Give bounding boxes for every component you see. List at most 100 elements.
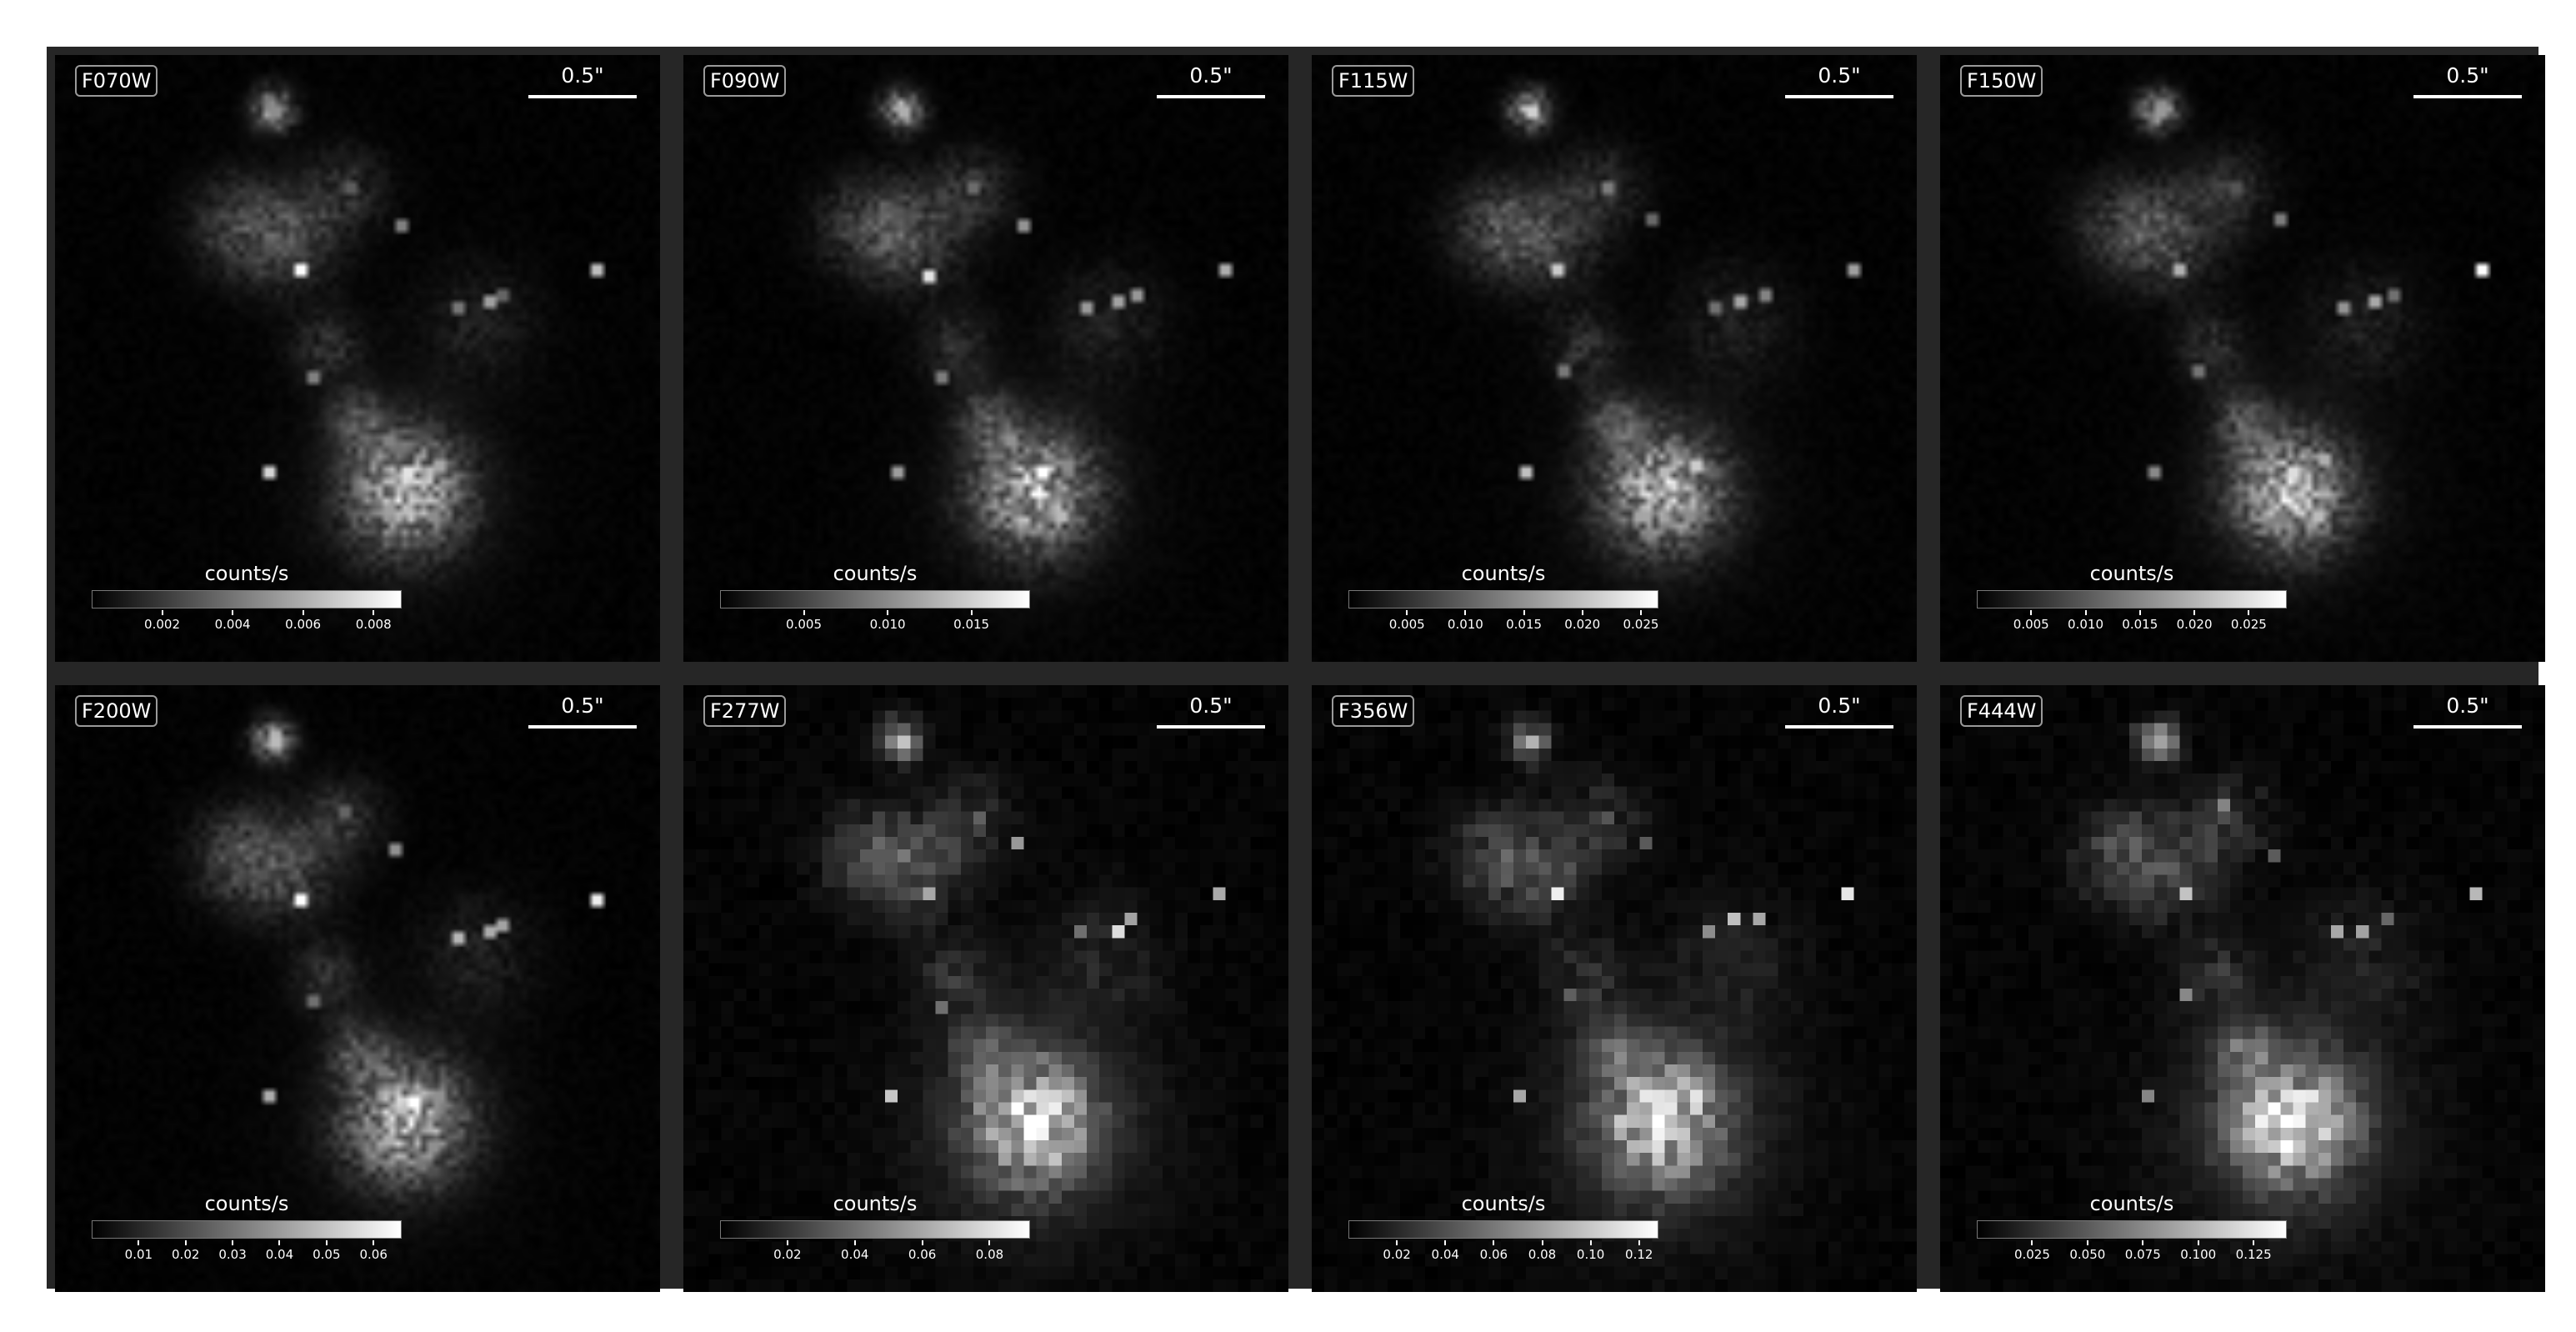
colorbar-label: counts/s bbox=[204, 1192, 289, 1215]
colorbar-gradient bbox=[92, 590, 402, 608]
colorbar-tick-label: 0.08 bbox=[1528, 1247, 1557, 1262]
colorbar-tick bbox=[373, 610, 375, 615]
image-grid: F070W 0.5" counts/s 0.002 0.004 0.006 0.008 F09… bbox=[47, 47, 2545, 1292]
colorbar-tick-label: 0.025 bbox=[1623, 617, 1659, 632]
colorbar-tick-label: 0.06 bbox=[908, 1247, 937, 1262]
colorbar-tick-label: 0.004 bbox=[214, 617, 251, 632]
colorbar-tick-label: 0.050 bbox=[2069, 1247, 2106, 1262]
scale-bar: 0.5" bbox=[1785, 694, 1893, 729]
colorbar-tick-label: 0.02 bbox=[1383, 1247, 1411, 1262]
colorbar-tick-label: 0.015 bbox=[2122, 617, 2158, 632]
scale-bar-label: 0.5" bbox=[561, 63, 604, 88]
colorbar-tick-label: 0.010 bbox=[2068, 617, 2103, 632]
scale-bar-label: 0.5" bbox=[1818, 694, 1861, 718]
colorbar-tick bbox=[2197, 1240, 2199, 1245]
colorbar-tick bbox=[232, 1240, 234, 1245]
scale-bar: 0.5" bbox=[528, 694, 637, 729]
image-panel-f277w: F277W 0.5" counts/s 0.02 0.04 0.06 0.08 bbox=[683, 685, 1288, 1292]
scale-bar-line bbox=[1157, 725, 1265, 729]
colorbar-tick bbox=[853, 1240, 856, 1245]
filter-label: F200W bbox=[75, 695, 158, 727]
colorbar-gradient bbox=[92, 1220, 402, 1239]
colorbar-tick bbox=[2193, 610, 2196, 615]
colorbar-tick bbox=[373, 1240, 375, 1245]
colorbar-tick bbox=[2142, 1240, 2144, 1245]
image-panel-f150w: F150W 0.5" counts/s 0.005 0.010 0.015 0.020 0.0… bbox=[1940, 55, 2545, 662]
colorbar-tick-label: 0.04 bbox=[1431, 1247, 1459, 1262]
colorbar-tick bbox=[2253, 1240, 2255, 1245]
colorbar-tick bbox=[2138, 610, 2141, 615]
colorbar-tick-label: 0.025 bbox=[2013, 1247, 2050, 1262]
filter-label: F070W bbox=[75, 65, 158, 97]
scale-bar: 0.5" bbox=[1157, 694, 1265, 729]
colorbar-tick-label: 0.020 bbox=[1564, 617, 1601, 632]
image-panel-f115w: F115W 0.5" counts/s 0.005 0.010 0.015 0.020 0.0… bbox=[1312, 55, 1917, 662]
image-panel-f070w: F070W 0.5" counts/s 0.002 0.004 0.006 0.008 bbox=[55, 55, 660, 662]
scale-bar-label: 0.5" bbox=[2446, 694, 2489, 718]
colorbar-tick-label: 0.02 bbox=[773, 1247, 802, 1262]
sky-image bbox=[683, 55, 1288, 662]
colorbar-tick bbox=[2030, 610, 2033, 615]
sky-image bbox=[55, 685, 660, 1292]
scale-bar-label: 0.5" bbox=[2446, 63, 2489, 88]
scale-bar-line bbox=[1785, 725, 1893, 729]
sky-image bbox=[55, 55, 660, 662]
scale-bar: 0.5" bbox=[2413, 63, 2522, 98]
colorbar-gradient bbox=[1977, 1220, 2287, 1239]
colorbar-gradient bbox=[1348, 1220, 1658, 1239]
colorbar-tick bbox=[302, 610, 304, 615]
colorbar-tick bbox=[988, 1240, 991, 1245]
colorbar-gradient bbox=[720, 1220, 1030, 1239]
colorbar-tick bbox=[1523, 610, 1525, 615]
colorbar-tick-label: 0.06 bbox=[1479, 1247, 1508, 1262]
scale-bar-label: 0.5" bbox=[1189, 694, 1233, 718]
sky-image bbox=[1940, 685, 2545, 1292]
image-panel-f444w: F444W 0.5" counts/s 0.025 0.050 0.075 0.100 0.1… bbox=[1940, 685, 2545, 1292]
colorbar-tick bbox=[1639, 610, 1642, 615]
colorbar-tick-label: 0.010 bbox=[1447, 617, 1483, 632]
sky-image bbox=[1940, 55, 2545, 662]
colorbar-label: counts/s bbox=[1461, 1192, 1546, 1215]
colorbar-tick bbox=[161, 610, 163, 615]
sky-image bbox=[683, 685, 1288, 1292]
colorbar-tick-label: 0.020 bbox=[2176, 617, 2213, 632]
scale-bar-line bbox=[1157, 95, 1265, 98]
filter-label: F277W bbox=[703, 695, 787, 727]
colorbar-tick-label: 0.005 bbox=[1388, 617, 1425, 632]
colorbar-tick bbox=[1406, 610, 1408, 615]
colorbar-label: counts/s bbox=[2089, 1192, 2174, 1215]
colorbar-tick-label: 0.08 bbox=[975, 1247, 1004, 1262]
colorbar-tick bbox=[970, 610, 973, 615]
colorbar-tick-label: 0.05 bbox=[313, 1247, 341, 1262]
colorbar-tick bbox=[1541, 1240, 1543, 1245]
scale-bar-line bbox=[2413, 725, 2522, 729]
colorbar-tick-label: 0.02 bbox=[172, 1247, 200, 1262]
colorbar-tick bbox=[138, 1240, 140, 1245]
colorbar-label: counts/s bbox=[2089, 562, 2174, 585]
sky-image bbox=[1312, 685, 1917, 1292]
image-panel-f200w: F200W 0.5" counts/s 0.01 0.02 0.03 0.04 0.05 0.0… bbox=[55, 685, 660, 1292]
colorbar-tick-label: 0.10 bbox=[1576, 1247, 1605, 1262]
scale-bar: 0.5" bbox=[1157, 63, 1265, 98]
colorbar-tick bbox=[1493, 1240, 1495, 1245]
colorbar-tick-label: 0.005 bbox=[2013, 617, 2049, 632]
colorbar-tick bbox=[2031, 1240, 2033, 1245]
colorbar-tick-label: 0.015 bbox=[1506, 617, 1543, 632]
colorbar-tick-label: 0.008 bbox=[355, 617, 392, 632]
colorbar-tick bbox=[2084, 610, 2087, 615]
colorbar-tick bbox=[1464, 610, 1467, 615]
colorbar-tick bbox=[278, 1240, 281, 1245]
colorbar-tick-label: 0.100 bbox=[2180, 1247, 2217, 1262]
colorbar-tick bbox=[1581, 610, 1583, 615]
colorbar-label: counts/s bbox=[833, 1192, 918, 1215]
colorbar-tick-label: 0.06 bbox=[359, 1247, 388, 1262]
scale-bar-line bbox=[528, 95, 637, 98]
colorbar-label: counts/s bbox=[833, 562, 918, 585]
colorbar-gradient bbox=[1348, 590, 1658, 608]
image-panel-f356w: F356W 0.5" counts/s 0.02 0.04 0.06 0.08 0.10 0.1… bbox=[1312, 685, 1917, 1292]
colorbar-gradient bbox=[720, 590, 1030, 608]
filter-label: F444W bbox=[1960, 695, 2043, 727]
colorbar-tick bbox=[1444, 1240, 1447, 1245]
scale-bar-label: 0.5" bbox=[1189, 63, 1233, 88]
scale-bar-label: 0.5" bbox=[1818, 63, 1861, 88]
